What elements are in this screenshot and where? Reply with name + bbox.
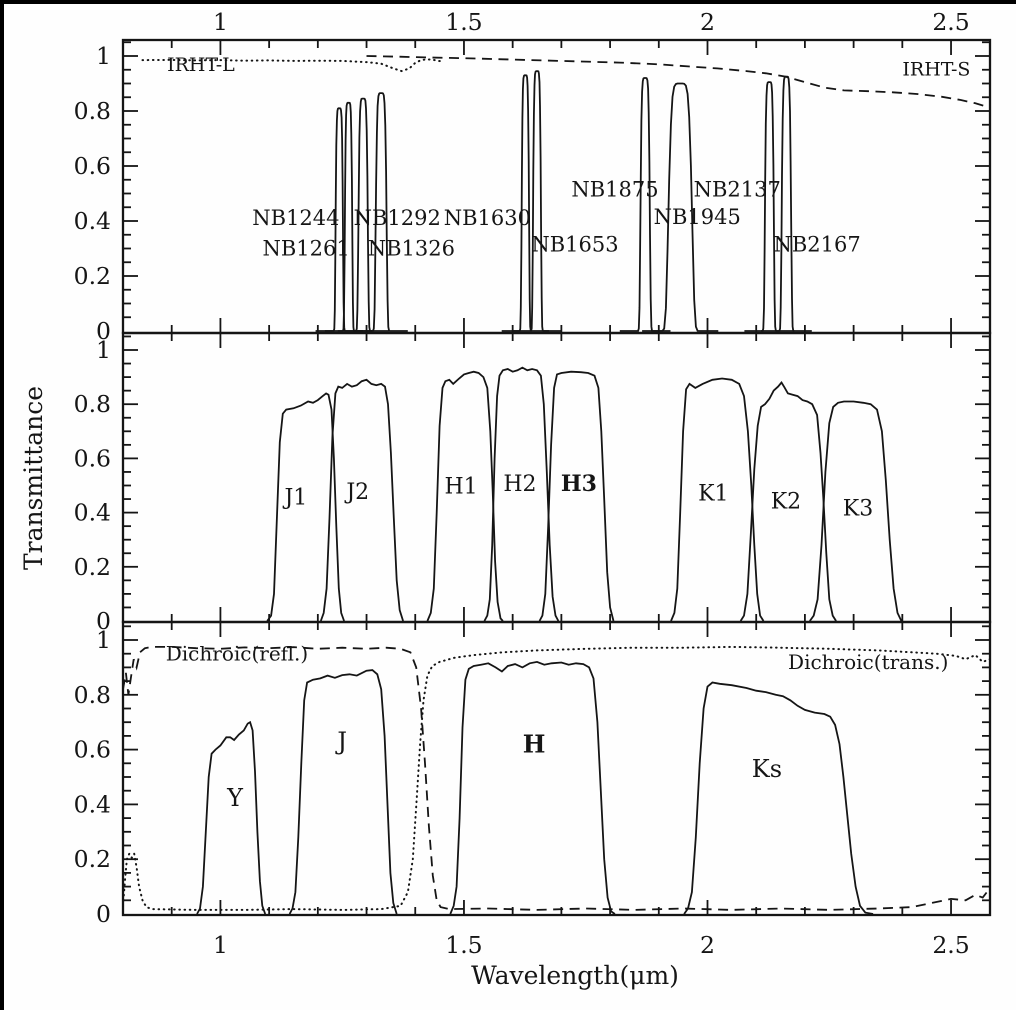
y-tick-label: 0.6 [74, 736, 111, 764]
curve-label-H3: H3 [561, 471, 597, 497]
curve-label-NB1630: NB1630 [444, 206, 531, 230]
curve-label-IRHT-L: IRHT-L [167, 54, 235, 76]
x-tick-label-bottom: 2 [700, 931, 715, 959]
curve-label-NB2137: NB2137 [694, 177, 781, 201]
curve-label-Dichroic(refl.): Dichroic(refl.) [166, 642, 308, 666]
curve-label-NB1945: NB1945 [654, 205, 741, 229]
y-tick-label: 1 [96, 42, 111, 70]
series-Y [196, 720, 267, 915]
curve-label-Ks: Ks [752, 755, 782, 783]
curve-label-H1: H1 [444, 475, 477, 500]
y-tick-label: 0.2 [74, 262, 111, 290]
series-Dichroic(refl.) [122, 646, 991, 911]
series-NB2167 [761, 75, 812, 332]
curve-label-NB1326: NB1326 [368, 236, 455, 260]
x-axis-title: Wavelength(μm) [471, 961, 679, 990]
series-Ks [683, 681, 874, 915]
y-tick-label: 0.4 [74, 499, 111, 527]
y-tick-label: 0 [96, 900, 111, 928]
y-tick-label: 0.8 [74, 390, 111, 418]
y-tick-label: 0.2 [74, 553, 111, 581]
y-axis-title: Transmittance [19, 386, 48, 570]
curve-label-NB1653: NB1653 [531, 232, 618, 256]
curve-label-J: J [334, 728, 347, 756]
series-K1 [670, 377, 765, 622]
page-border-left [0, 0, 4, 1010]
curve-label-K1: K1 [698, 481, 728, 506]
y-tick-label: 0.6 [74, 444, 111, 472]
x-tick-label-top: 1.5 [445, 8, 482, 36]
curve-label-H: H [523, 729, 546, 758]
curve-label-NB1261: NB1261 [263, 236, 350, 260]
curve-label-NB1244: NB1244 [252, 206, 339, 230]
series-NB2137 [744, 81, 795, 332]
x-tick-label-bottom: 1 [213, 931, 228, 959]
y-tick-label: 1 [96, 626, 111, 654]
curve-label-NB1292: NB1292 [354, 206, 441, 230]
series-NB1945 [642, 82, 719, 332]
y-tick-label: 0.8 [74, 681, 111, 709]
panel-frame [121, 620, 992, 917]
panel-frame [121, 38, 992, 335]
x-tick-label-top: 2 [700, 8, 715, 36]
series-H3 [538, 370, 615, 622]
series-J2 [319, 378, 404, 622]
series-Dichroic(trans.) [122, 645, 991, 911]
series-NB1261 [324, 101, 373, 332]
x-tick-label-top: 2.5 [932, 8, 969, 36]
curve-label-Y: Y [226, 784, 244, 812]
curve-label-H2: H2 [503, 472, 536, 497]
series-K3 [809, 400, 903, 622]
series-NB1292 [337, 97, 389, 332]
y-tick-label: 0.6 [74, 152, 111, 180]
series-NB1326 [354, 92, 408, 332]
y-tick-label: 0.4 [74, 207, 111, 235]
series-K2 [739, 380, 837, 622]
x-tick-label-bottom: 1.5 [445, 931, 482, 959]
curve-label-J2: J2 [344, 480, 369, 505]
curve-label-IRHT-S: IRHT-S [902, 58, 970, 80]
x-tick-label-top: 1 [213, 8, 228, 36]
y-tick-label: 0.2 [74, 845, 111, 873]
series-IRHT-L [141, 58, 443, 73]
chart-canvas: 111.51.5222.52.500.20.40.60.8100.20.40.6… [74, 8, 992, 959]
y-tick-label: 0.4 [74, 790, 111, 818]
series-NB1875 [619, 77, 671, 332]
curve-label-K3: K3 [843, 496, 873, 521]
page-border-top [0, 0, 1016, 4]
curve-label-Dichroic(trans.): Dichroic(trans.) [788, 650, 948, 674]
y-tick-label: 1 [96, 336, 111, 364]
series-J1 [266, 392, 345, 622]
curve-label-NB1875: NB1875 [571, 177, 658, 201]
curve-label-K2: K2 [771, 490, 801, 515]
series-NB1630 [501, 74, 549, 332]
series-J [288, 669, 398, 915]
series-H1 [426, 370, 504, 622]
curve-label-NB2167: NB2167 [773, 232, 860, 256]
y-tick-label: 0 [96, 317, 111, 345]
series-IRHT-S [366, 55, 991, 109]
series-H [449, 660, 616, 915]
y-tick-label: 0 [96, 607, 111, 635]
x-tick-label-bottom: 2.5 [932, 931, 969, 959]
y-tick-label: 0.8 [74, 97, 111, 125]
series-NB1653 [513, 70, 562, 332]
curve-label-J1: J1 [282, 485, 307, 510]
